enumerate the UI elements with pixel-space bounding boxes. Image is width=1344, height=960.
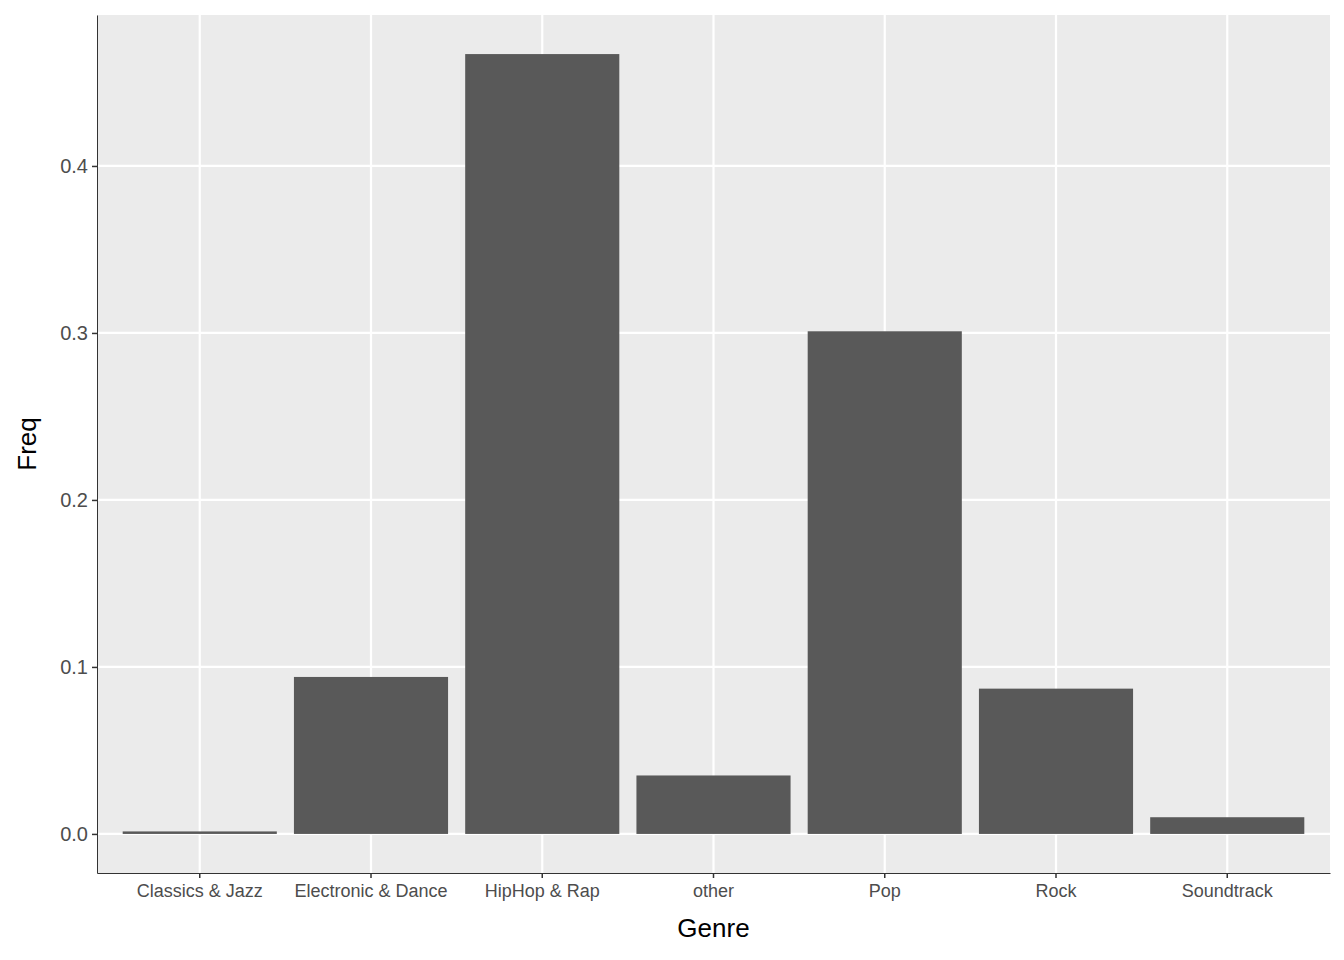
y-tick-label: 0.4 — [60, 155, 88, 177]
y-tick: 0.3 — [60, 322, 97, 344]
grid-line-x — [199, 15, 201, 873]
x-tick-mark — [884, 873, 886, 878]
x-tick-mark — [199, 873, 201, 878]
x-tick-label: HipHop & Rap — [485, 881, 600, 901]
y-tick-label: 0.3 — [60, 322, 88, 344]
x-tick: Soundtrack — [1182, 873, 1274, 901]
y-tick-label: 0.2 — [60, 489, 88, 511]
bar — [636, 775, 790, 833]
x-tick-mark — [1227, 873, 1229, 878]
x-tick: Classics & Jazz — [137, 873, 263, 901]
bar — [979, 689, 1133, 834]
x-tick: Rock — [1035, 873, 1077, 901]
x-tick-mark — [1055, 873, 1057, 878]
y-tick: 0.2 — [60, 489, 97, 511]
y-tick-mark — [92, 500, 97, 502]
x-tick-label: Classics & Jazz — [137, 881, 263, 901]
bar — [465, 54, 619, 834]
y-axis-title: Freq — [12, 417, 42, 470]
y-tick-label: 0.1 — [60, 656, 88, 678]
y-tick: 0.1 — [60, 656, 97, 678]
x-axis-title: Genre — [677, 913, 749, 943]
y-tick-label: 0.0 — [60, 823, 88, 845]
y-tick: 0.0 — [60, 823, 97, 845]
x-tick-mark — [713, 873, 715, 878]
grid — [97, 15, 1330, 873]
y-tick-mark — [92, 333, 97, 335]
bar — [808, 331, 962, 834]
x-tick: HipHop & Rap — [485, 873, 600, 901]
x-axis: Classics & Jazz Electronic & Dance HipHop … — [98, 873, 1331, 901]
x-tick-label: Pop — [869, 881, 901, 901]
x-tick: Pop — [869, 873, 901, 901]
y-tick: 0.4 — [60, 155, 97, 177]
y-axis-line — [97, 16, 98, 874]
x-tick-label: Rock — [1035, 881, 1077, 901]
bars — [123, 54, 1305, 834]
x-tick: other — [693, 873, 734, 901]
x-tick-label: Soundtrack — [1182, 881, 1274, 901]
grid-line-x — [712, 15, 714, 873]
x-tick-label: other — [693, 881, 734, 901]
plot-background — [97, 15, 1330, 873]
x-tick-mark — [370, 873, 372, 878]
x-tick-label: Electronic & Dance — [294, 881, 447, 901]
y-tick-mark — [92, 834, 97, 836]
x-tick: Electronic & Dance — [294, 873, 447, 901]
y-tick-mark — [92, 667, 97, 669]
y-tick-mark — [92, 166, 97, 168]
x-tick-mark — [542, 873, 544, 878]
y-axis: 0.0 0.1 0.2 0.3 0.4 — [60, 16, 97, 874]
chart: 0.0 0.1 0.2 0.3 0.4 Classics & Jazz Electronic… — [0, 0, 1344, 960]
bar — [123, 831, 277, 834]
bar — [1150, 817, 1304, 834]
grid-line-x — [1226, 15, 1228, 873]
bar — [294, 677, 448, 834]
